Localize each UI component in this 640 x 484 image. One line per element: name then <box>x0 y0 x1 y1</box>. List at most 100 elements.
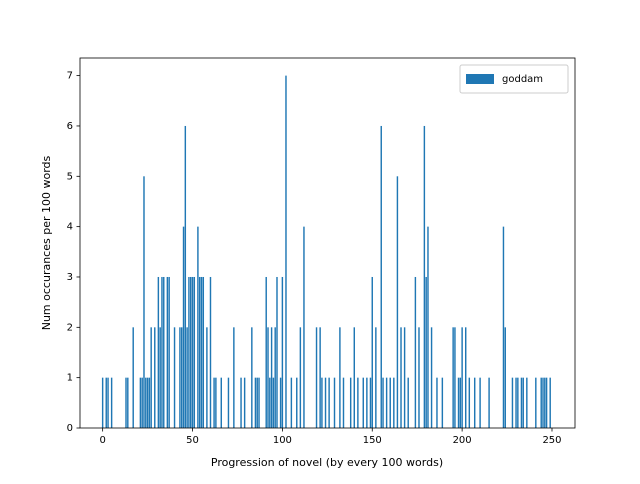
bar <box>202 276 205 428</box>
bar <box>209 276 212 428</box>
bar <box>465 327 467 428</box>
y-tick-label: 3 <box>67 272 73 283</box>
bar <box>267 327 269 428</box>
bar <box>243 377 246 428</box>
bar <box>425 276 427 428</box>
bar <box>213 377 215 428</box>
legend-swatch <box>466 74 494 84</box>
x-tick-label: 250 <box>542 435 561 446</box>
bar <box>545 377 548 428</box>
y-tick-label: 2 <box>67 322 73 333</box>
bar <box>319 327 321 428</box>
x-axis-label: Progression of novel (by every 100 words… <box>211 456 443 469</box>
bar <box>520 377 523 428</box>
bar <box>132 327 134 428</box>
bar <box>148 377 151 428</box>
bar <box>193 276 196 428</box>
legend-label: goddam <box>502 74 543 85</box>
bar <box>276 276 278 428</box>
y-tick-label: 6 <box>67 121 73 132</box>
bar <box>515 377 517 428</box>
bar <box>452 327 454 428</box>
bar <box>542 377 544 428</box>
bar <box>349 377 352 428</box>
x-tick-label: 0 <box>99 435 105 446</box>
bar <box>328 377 330 428</box>
bar <box>526 377 528 428</box>
bar <box>366 377 368 428</box>
bar <box>544 377 546 428</box>
bar <box>459 377 462 428</box>
bar <box>269 377 271 428</box>
bar <box>157 276 160 428</box>
bar <box>436 377 438 428</box>
bar <box>161 276 163 428</box>
bar <box>504 327 506 428</box>
bar <box>371 276 373 428</box>
bar <box>461 327 463 428</box>
bar <box>418 327 420 428</box>
bar <box>454 327 456 428</box>
x-tick-label: 200 <box>453 435 472 446</box>
plot-frame <box>79 57 576 429</box>
bar <box>145 377 147 428</box>
y-tick-label: 1 <box>67 373 73 384</box>
bar <box>290 377 293 428</box>
bar <box>125 377 127 428</box>
bar <box>315 327 318 428</box>
bar <box>362 377 364 428</box>
bar <box>200 276 203 428</box>
y-tick-label: 4 <box>67 222 73 233</box>
bar <box>279 377 282 428</box>
bar <box>281 276 284 428</box>
bar <box>233 327 235 428</box>
bar <box>385 377 388 428</box>
bar <box>488 377 490 428</box>
bar <box>324 377 327 428</box>
bar <box>186 327 188 428</box>
x-tick-label: 50 <box>186 435 199 446</box>
bar <box>403 327 406 428</box>
bar <box>143 176 145 428</box>
bar <box>393 377 395 428</box>
bar <box>159 327 161 428</box>
bar <box>353 327 355 428</box>
bar <box>101 377 104 428</box>
bar <box>181 327 183 428</box>
y-tick-label: 5 <box>67 171 73 182</box>
bar <box>107 377 109 428</box>
bar <box>182 226 185 428</box>
bar <box>184 125 187 429</box>
bar <box>511 377 514 428</box>
bar <box>303 226 305 428</box>
bar <box>468 377 471 428</box>
bar <box>272 377 275 428</box>
bar <box>251 327 253 428</box>
legend-box <box>459 64 569 94</box>
bar <box>141 377 143 428</box>
bar <box>441 377 444 428</box>
bar <box>540 377 542 428</box>
bar <box>227 377 230 428</box>
bar <box>414 276 417 428</box>
bar <box>430 327 433 428</box>
bar <box>139 377 142 428</box>
bar <box>220 377 222 428</box>
bar <box>110 377 113 428</box>
bar <box>254 377 257 428</box>
bar <box>206 327 208 428</box>
y-tick-label: 0 <box>67 423 73 434</box>
bar <box>423 125 426 429</box>
x-tick-label: 150 <box>363 435 382 446</box>
bar <box>296 377 298 428</box>
bar <box>342 377 345 428</box>
x-tick-label: 100 <box>273 435 292 446</box>
bar <box>240 377 242 428</box>
bar <box>256 377 258 428</box>
bar <box>166 276 169 428</box>
bar <box>179 327 181 428</box>
bar <box>127 377 129 428</box>
bar <box>535 377 537 428</box>
bar <box>188 276 190 428</box>
